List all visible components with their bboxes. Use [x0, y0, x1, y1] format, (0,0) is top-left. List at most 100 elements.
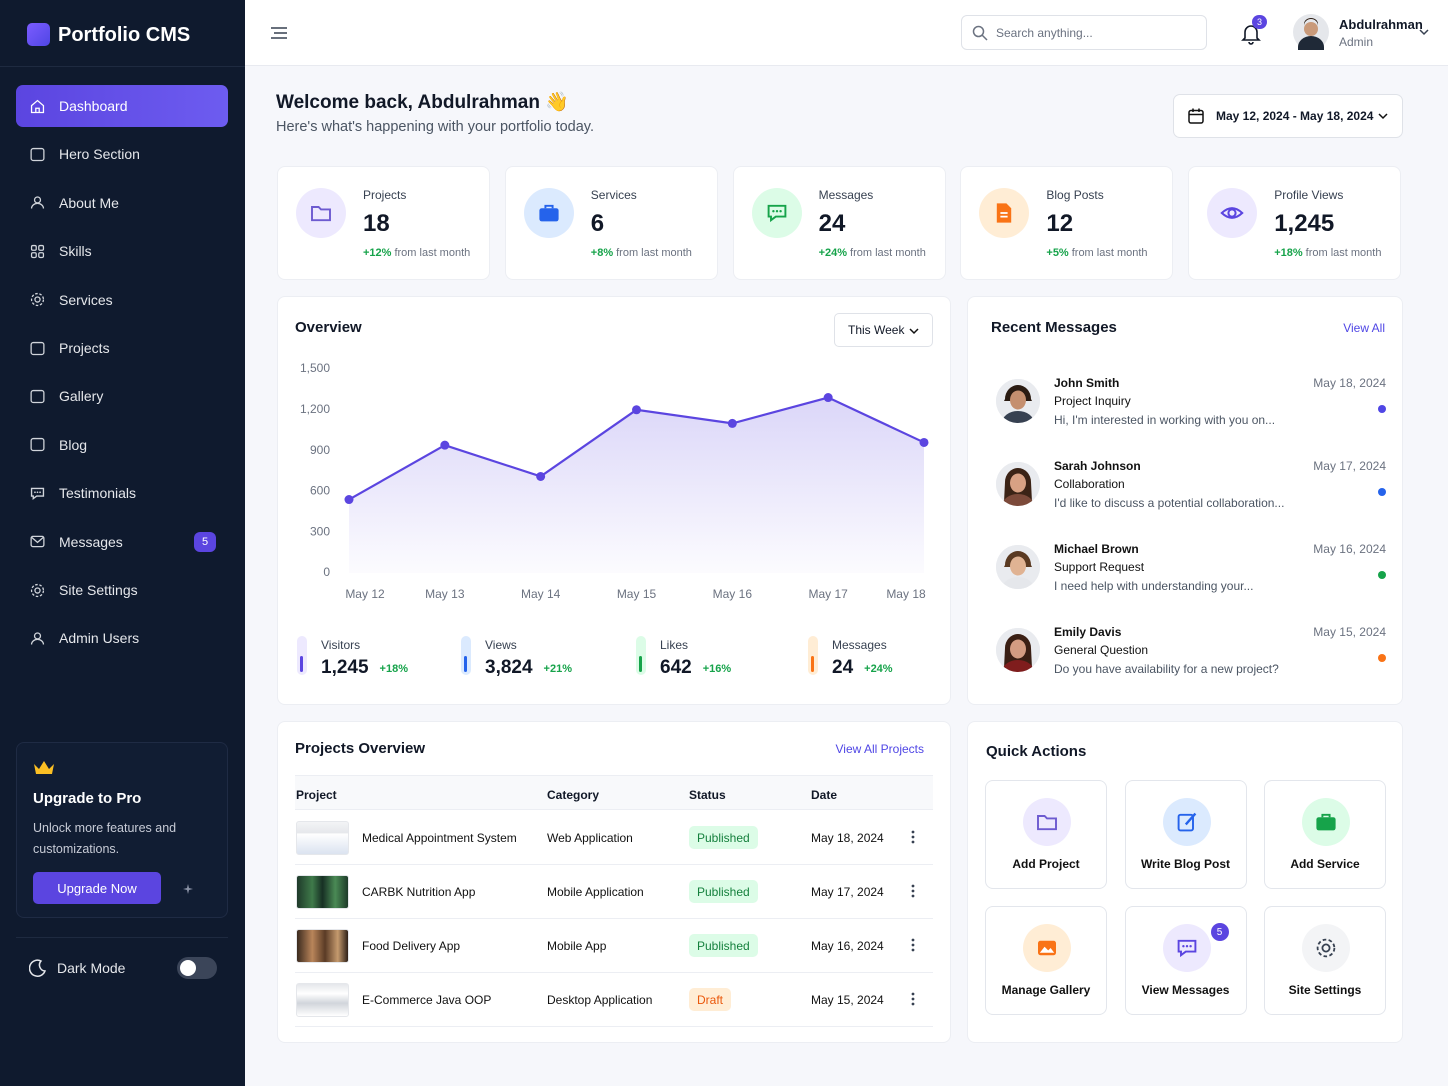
- message-subject: Collaboration: [1054, 477, 1125, 491]
- area: [349, 397, 924, 573]
- project-name: CARBK Nutrition App: [362, 885, 476, 899]
- quick-action-label: View Messages: [1141, 983, 1230, 997]
- message-name: John Smith: [1054, 376, 1120, 390]
- y-tick-label: 0: [323, 565, 330, 579]
- quick-action[interactable]: Add Service: [1264, 780, 1386, 889]
- logo: [27, 23, 50, 46]
- view-all-link[interactable]: View All: [1343, 321, 1385, 335]
- quick-action[interactable]: View Messages 5: [1124, 906, 1247, 1015]
- user-menu-chevron[interactable]: [1419, 28, 1429, 36]
- stat-label: Profile Views: [1274, 188, 1344, 202]
- quick-action[interactable]: Add Project: [985, 780, 1107, 889]
- icon: [997, 203, 1012, 223]
- nav-item[interactable]: Blog: [16, 424, 228, 466]
- message-name: Emily Davis: [1054, 625, 1122, 639]
- header: Search anything... 3 Abdulrahman Admin: [245, 0, 1448, 66]
- avatar-image: [996, 379, 1040, 423]
- stat-icon: [979, 188, 1030, 238]
- summary-value: 24: [832, 657, 854, 678]
- nav-item[interactable]: Skills: [16, 230, 228, 272]
- nav-item[interactable]: Projects: [16, 327, 228, 369]
- menu-button[interactable]: [271, 26, 287, 40]
- project-name: E-Commerce Java OOP: [362, 993, 492, 1007]
- period-select[interactable]: This Week: [834, 313, 933, 347]
- project-category: Web Application: [547, 831, 633, 845]
- row-menu[interactable]: [911, 938, 915, 952]
- nav-item[interactable]: Messages 5: [16, 521, 228, 563]
- message-preview: Hi, I'm interested in working with you o…: [1054, 413, 1276, 427]
- summary-bar-fill: [464, 656, 467, 672]
- icon: [1316, 938, 1336, 958]
- search-box[interactable]: Search anything...: [961, 15, 1207, 50]
- summary-label: Likes: [660, 638, 689, 652]
- quick-actions-title: Quick Actions: [986, 743, 1087, 760]
- table-row: CARBK Nutrition App Mobile Application Pub…: [295, 865, 933, 919]
- x-tick-label: May 14: [521, 587, 561, 601]
- quick-action[interactable]: Site Settings: [1264, 906, 1386, 1015]
- row-menu[interactable]: [911, 884, 915, 898]
- message-item[interactable]: Emily Davis General Question Do you have a…: [968, 620, 1403, 703]
- upgrade-button[interactable]: Upgrade Now: [33, 872, 161, 904]
- summary-bar: [297, 636, 307, 675]
- summary-bar-fill: [811, 656, 814, 672]
- nav-badge: 5: [194, 531, 216, 552]
- nav-label: Messages: [59, 533, 123, 550]
- message-preview: Do you have availability for a new proje…: [1054, 662, 1279, 676]
- sparkle: [183, 884, 193, 894]
- point: [440, 440, 450, 450]
- nav-item[interactable]: Services: [16, 279, 228, 321]
- stat-change: +8%: [590, 247, 614, 259]
- avatar-image: [996, 628, 1040, 672]
- icon: [30, 389, 45, 403]
- quick-action-label: Manage Gallery: [1001, 983, 1091, 997]
- quick-action[interactable]: Write Blog Post: [1124, 780, 1247, 889]
- nav-item[interactable]: Gallery: [16, 375, 228, 417]
- icon: [30, 535, 45, 548]
- stat-icon: [523, 188, 574, 238]
- stat-value: 12: [1046, 210, 1074, 237]
- message-subject: Support Request: [1054, 560, 1145, 574]
- row-menu[interactable]: [911, 992, 915, 1006]
- y-tick-label: 900: [310, 443, 330, 457]
- point: [919, 437, 929, 447]
- summary-bar: [808, 636, 818, 675]
- overview-title: Overview: [295, 319, 362, 336]
- upgrade-card: Upgrade to Pro Unlock more features and …: [16, 742, 228, 918]
- quick-action-label: Add Service: [1290, 857, 1360, 871]
- moon-icon: [29, 959, 47, 977]
- stat-note: from last month: [1305, 247, 1382, 259]
- nav-item[interactable]: About Me: [16, 182, 228, 224]
- summary-bar: [636, 636, 646, 675]
- summary-label: Visitors: [321, 638, 361, 652]
- avatar: [996, 379, 1040, 423]
- calendar-icon: [1188, 108, 1204, 124]
- date-range-picker[interactable]: May 12, 2024 - May 18, 2024: [1173, 94, 1403, 138]
- project-date: May 17, 2024: [811, 885, 884, 899]
- summary-item: Visitors 1,245 +18%: [296, 631, 456, 681]
- icon: [30, 147, 45, 161]
- table-row: E-Commerce Java OOP Desktop Application Dr…: [295, 973, 933, 1027]
- icon: [1038, 940, 1056, 956]
- stat-note: from last month: [616, 247, 692, 259]
- message-item[interactable]: John Smith Project Inquiry Hi, I'm interes…: [968, 371, 1403, 454]
- nav-item[interactable]: Hero Section: [16, 133, 228, 175]
- table-row: Medical Appointment System Web Applicatio…: [295, 811, 933, 865]
- nav-item[interactable]: Testimonials: [16, 472, 228, 514]
- nav-item[interactable]: Dashboard: [16, 85, 228, 127]
- nav-item[interactable]: Site Settings: [16, 569, 228, 611]
- message-subject: General Question: [1054, 643, 1149, 657]
- x-tick-label: May 17: [808, 587, 848, 601]
- icon: [30, 196, 45, 209]
- message-name: Michael Brown: [1054, 542, 1139, 556]
- quick-action-icon: [1302, 924, 1350, 972]
- quick-action[interactable]: Manage Gallery: [985, 906, 1107, 1015]
- dark-mode-toggle[interactable]: [177, 957, 217, 979]
- message-item[interactable]: Michael Brown Support Request I need help …: [968, 537, 1403, 620]
- icon: [767, 204, 786, 223]
- row-menu[interactable]: [911, 830, 915, 844]
- user-avatar[interactable]: [1293, 14, 1329, 50]
- message-item[interactable]: Sarah Johnson Collaboration I'd like to di…: [968, 454, 1403, 537]
- nav-item[interactable]: Admin Users: [16, 617, 228, 659]
- view-all-projects-link[interactable]: View All Projects: [835, 742, 924, 756]
